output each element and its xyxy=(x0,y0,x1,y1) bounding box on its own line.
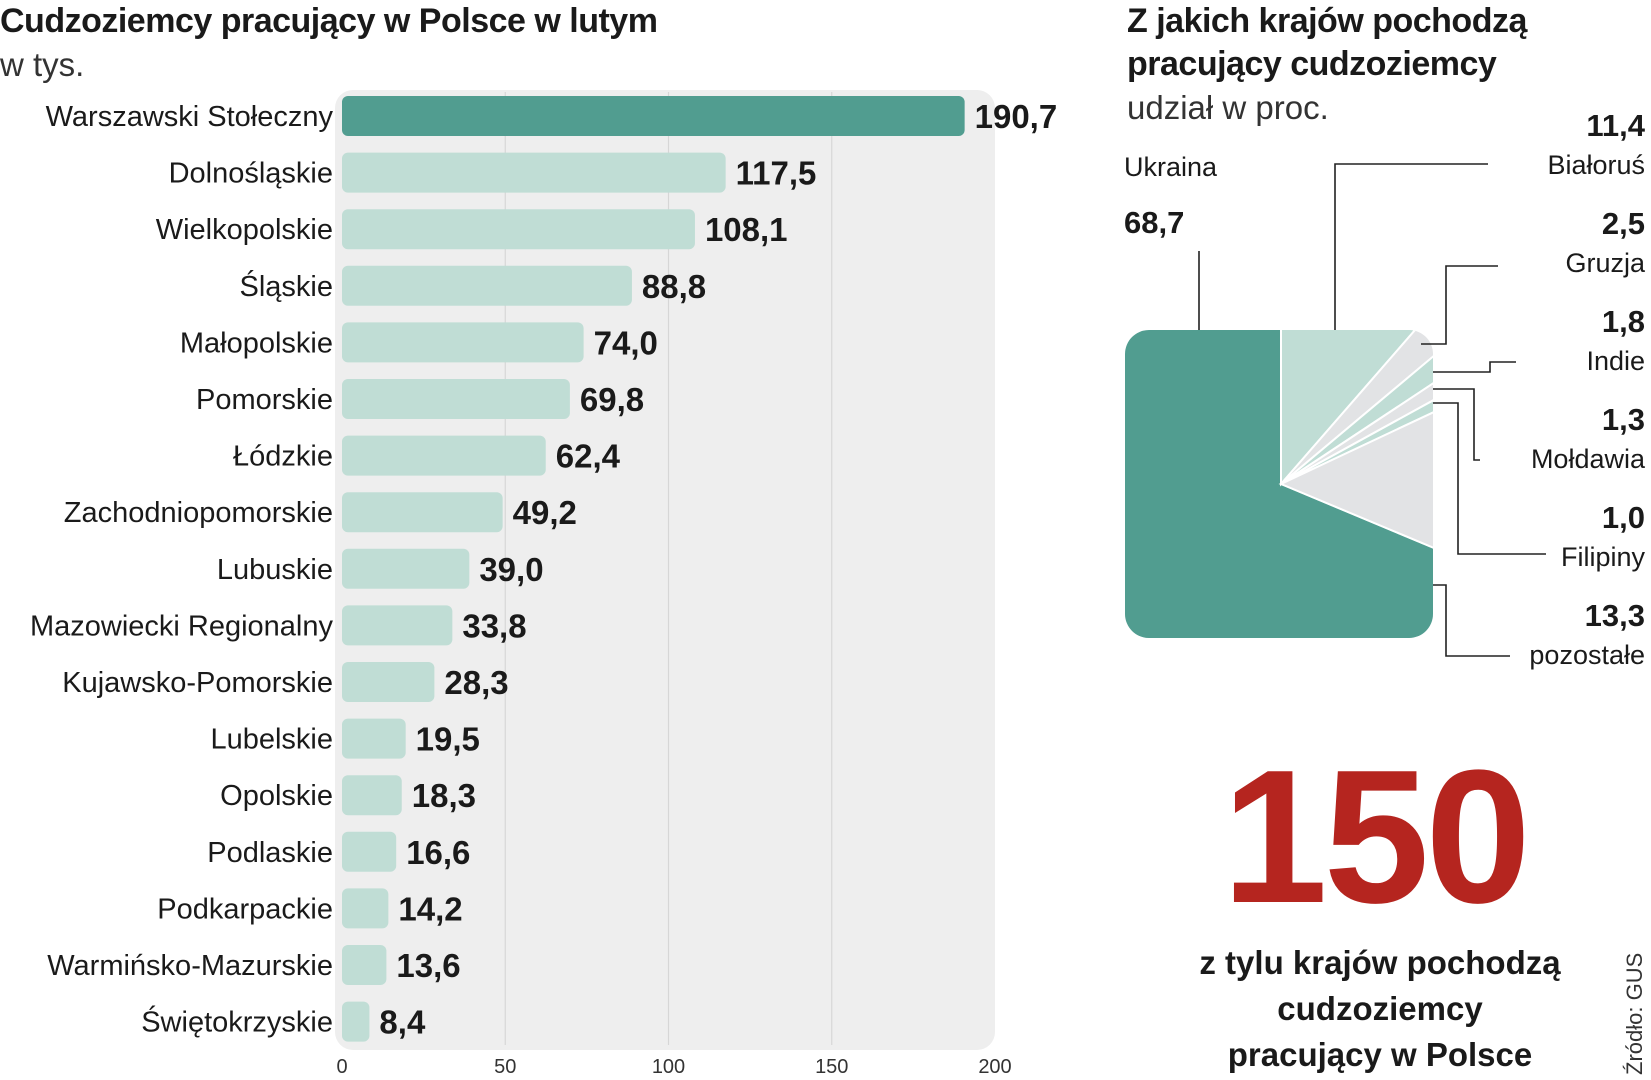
bar-1 xyxy=(342,152,726,193)
leader-line-3 xyxy=(1433,361,1516,373)
bar-12 xyxy=(342,775,402,816)
country-count-caption: z tylu krajów pochodzą cudzoziemcy pracu… xyxy=(1160,940,1600,1078)
pie-slice-3 xyxy=(1280,330,1433,485)
pie-slice-1 xyxy=(1280,330,1433,487)
caption-line-3: pracujący w Polsce xyxy=(1227,1036,1533,1073)
bar-6 xyxy=(342,435,546,476)
pie-label: Gruzja xyxy=(1565,248,1646,278)
x-tick-label: 50 xyxy=(494,1056,516,1078)
leader-line-1 xyxy=(1334,163,1488,330)
bar-14 xyxy=(342,888,389,929)
x-tick-label: 100 xyxy=(652,1056,685,1078)
bar-7 xyxy=(342,492,503,533)
x-tick-label: 200 xyxy=(978,1056,1011,1078)
pie-value-label: 13,3 xyxy=(1585,598,1645,633)
category-label: Kujawsko-Pomorskie xyxy=(62,667,333,699)
category-label: Opolskie xyxy=(220,780,333,812)
value-label: 16,6 xyxy=(406,834,470,871)
value-label: 13,6 xyxy=(396,947,460,984)
leader-line-2 xyxy=(1421,265,1498,345)
pie-value-label: 1,0 xyxy=(1602,500,1645,535)
value-label: 49,2 xyxy=(513,494,577,531)
pie-slice-5 xyxy=(1280,330,1433,485)
bar-8 xyxy=(342,548,470,589)
value-label: 69,8 xyxy=(580,381,644,418)
category-label: Wielkopolskie xyxy=(156,214,333,246)
value-label: 8,4 xyxy=(379,1004,426,1041)
category-label: Mazowiecki Regionalny xyxy=(30,610,334,642)
pie-chart-title-line1: Z jakich krajów pochodzą xyxy=(1127,2,1527,40)
pie-label: pozostałe xyxy=(1529,640,1645,670)
caption-line-1: z tylu krajów pochodzą xyxy=(1199,944,1561,981)
x-tick-label: 150 xyxy=(815,1056,848,1078)
category-label: Małopolskie xyxy=(180,327,333,359)
bar-5 xyxy=(342,379,570,419)
category-label: Łódzkie xyxy=(233,441,333,473)
pie-slice-0 xyxy=(1125,330,1433,638)
pie-value-label: 1,8 xyxy=(1602,304,1645,339)
pie-label: Mołdawia xyxy=(1531,444,1646,474)
value-label: 190,7 xyxy=(975,98,1058,135)
pie-slice-4 xyxy=(1280,330,1433,485)
category-label: Dolnośląskie xyxy=(169,158,333,190)
category-label: Podlaskie xyxy=(207,837,333,869)
category-label: Warszawski Stołeczny xyxy=(46,101,334,133)
value-label: 19,5 xyxy=(416,721,480,758)
source-note: Źródło: GUS xyxy=(1622,952,1647,1075)
bar-0 xyxy=(342,96,965,136)
category-label: Lubuskie xyxy=(217,554,333,586)
country-count-number: 150 xyxy=(1222,731,1531,943)
value-label: 14,2 xyxy=(398,890,462,927)
value-label: 108,1 xyxy=(705,211,788,248)
bar-10 xyxy=(342,662,435,702)
value-label: 62,4 xyxy=(556,438,621,475)
caption-line-2: cudzoziemcy xyxy=(1277,990,1483,1027)
pie-label: Ukraina xyxy=(1124,152,1218,182)
pie-slice-2 xyxy=(1280,330,1433,485)
value-label: 28,3 xyxy=(444,664,508,701)
pie-chart-title-line2: pracujący cudzoziemcy xyxy=(1127,45,1497,83)
leader-line-6 xyxy=(1433,584,1510,657)
bar-2 xyxy=(342,209,695,250)
bar-9 xyxy=(342,605,453,646)
bar-13 xyxy=(342,831,397,872)
category-label: Pomorskie xyxy=(196,384,333,416)
leader-line-5 xyxy=(1433,402,1546,555)
bar-chart-unit: w tys. xyxy=(0,46,85,83)
value-label: 117,5 xyxy=(736,155,817,192)
value-label: 18,3 xyxy=(412,777,476,814)
pie-value-label: 2,5 xyxy=(1602,206,1645,241)
pie-value-label: 68,7 xyxy=(1124,205,1184,240)
value-label: 39,0 xyxy=(479,551,543,588)
pie-value-label: 1,3 xyxy=(1602,402,1645,437)
category-label: Świętokrzyskie xyxy=(141,1005,333,1039)
bar-3 xyxy=(342,265,632,306)
leader-line-4 xyxy=(1433,388,1480,461)
category-label: Śląskie xyxy=(240,269,334,303)
bar-15 xyxy=(342,945,387,985)
bar-11 xyxy=(342,718,406,759)
category-label: Warmińsko-Mazurskie xyxy=(47,950,333,982)
category-label: Zachodniopomorskie xyxy=(64,497,333,529)
pie-label: Filipiny xyxy=(1561,542,1646,572)
value-label: 88,8 xyxy=(642,268,706,305)
pie-value-label: 11,4 xyxy=(1586,108,1645,143)
category-label: Lubelskie xyxy=(210,724,333,756)
value-label: 33,8 xyxy=(462,607,526,644)
x-tick-label: 0 xyxy=(336,1056,347,1078)
bar-4 xyxy=(342,322,584,363)
pie-label: Indie xyxy=(1586,346,1645,376)
bar-chart-title: Cudzoziemcy pracujący w Polsce w lutym xyxy=(0,2,658,40)
bar-chart: Warszawski Stołeczny 190,7 Dolnośląskie 117… xyxy=(30,90,1058,1078)
category-label: Podkarpackie xyxy=(157,893,333,925)
pie-chart-unit: udział w proc. xyxy=(1127,89,1329,126)
value-label: 74,0 xyxy=(594,324,658,361)
bar-16 xyxy=(342,1001,370,1042)
pie-label: Białoruś xyxy=(1547,150,1645,180)
